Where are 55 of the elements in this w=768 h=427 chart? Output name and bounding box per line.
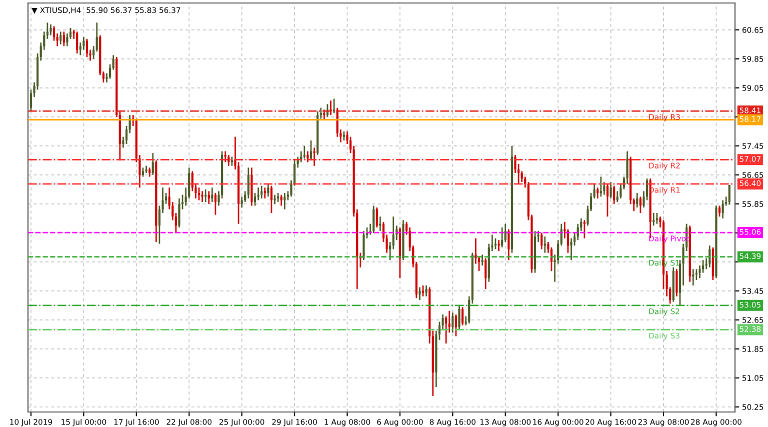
candlestick — [636, 192, 638, 208]
candlestick — [264, 186, 266, 200]
candlestick — [600, 176, 602, 198]
candlestick — [501, 226, 504, 248]
candlestick — [454, 314, 458, 337]
candlestick — [152, 152, 154, 176]
candlestick — [247, 166, 250, 200]
candlestick — [722, 200, 724, 220]
candlestick — [323, 108, 326, 122]
candlestick — [583, 219, 586, 240]
candlestick — [418, 286, 421, 301]
candlestick — [376, 206, 378, 228]
candlestick — [342, 130, 345, 142]
candlestick — [461, 306, 464, 326]
candlestick — [313, 146, 316, 166]
candlestick — [280, 194, 282, 206]
candlestick — [277, 192, 280, 203]
candlestick — [310, 140, 312, 162]
candlestick — [498, 239, 500, 252]
candlestick — [198, 186, 200, 201]
candlestick — [692, 268, 694, 286]
candlestick — [425, 284, 428, 298]
candlestick — [50, 24, 52, 36]
candlestick — [728, 184, 730, 206]
candlestick — [481, 254, 484, 266]
candlestick — [142, 166, 144, 178]
candlestick — [606, 183, 609, 218]
candlestick — [284, 192, 286, 210]
candlestick — [214, 192, 217, 216]
candlestick — [652, 212, 655, 226]
candlestick — [639, 196, 642, 214]
candlestick — [260, 185, 263, 200]
candlestick — [178, 198, 180, 228]
candlestick — [610, 181, 612, 200]
candlestick — [306, 150, 309, 163]
candlestick — [613, 185, 616, 205]
candlestick — [270, 185, 273, 214]
candlestick — [676, 268, 678, 298]
candlestick — [372, 204, 375, 234]
candlestick — [86, 38, 88, 58]
candlestick — [596, 186, 599, 200]
candlestick — [718, 204, 721, 218]
candlestick — [211, 186, 214, 203]
candlestick — [540, 232, 543, 250]
candlestick — [201, 190, 204, 203]
candlestick — [208, 190, 210, 205]
candlestick — [458, 304, 460, 330]
candlestick — [148, 166, 151, 178]
candlestick — [362, 230, 365, 261]
candlestick — [76, 30, 78, 54]
candlestick — [452, 312, 454, 334]
candlestick — [267, 183, 270, 198]
candlestick — [62, 30, 65, 47]
candlestick — [274, 194, 276, 205]
candlestick — [484, 258, 487, 290]
